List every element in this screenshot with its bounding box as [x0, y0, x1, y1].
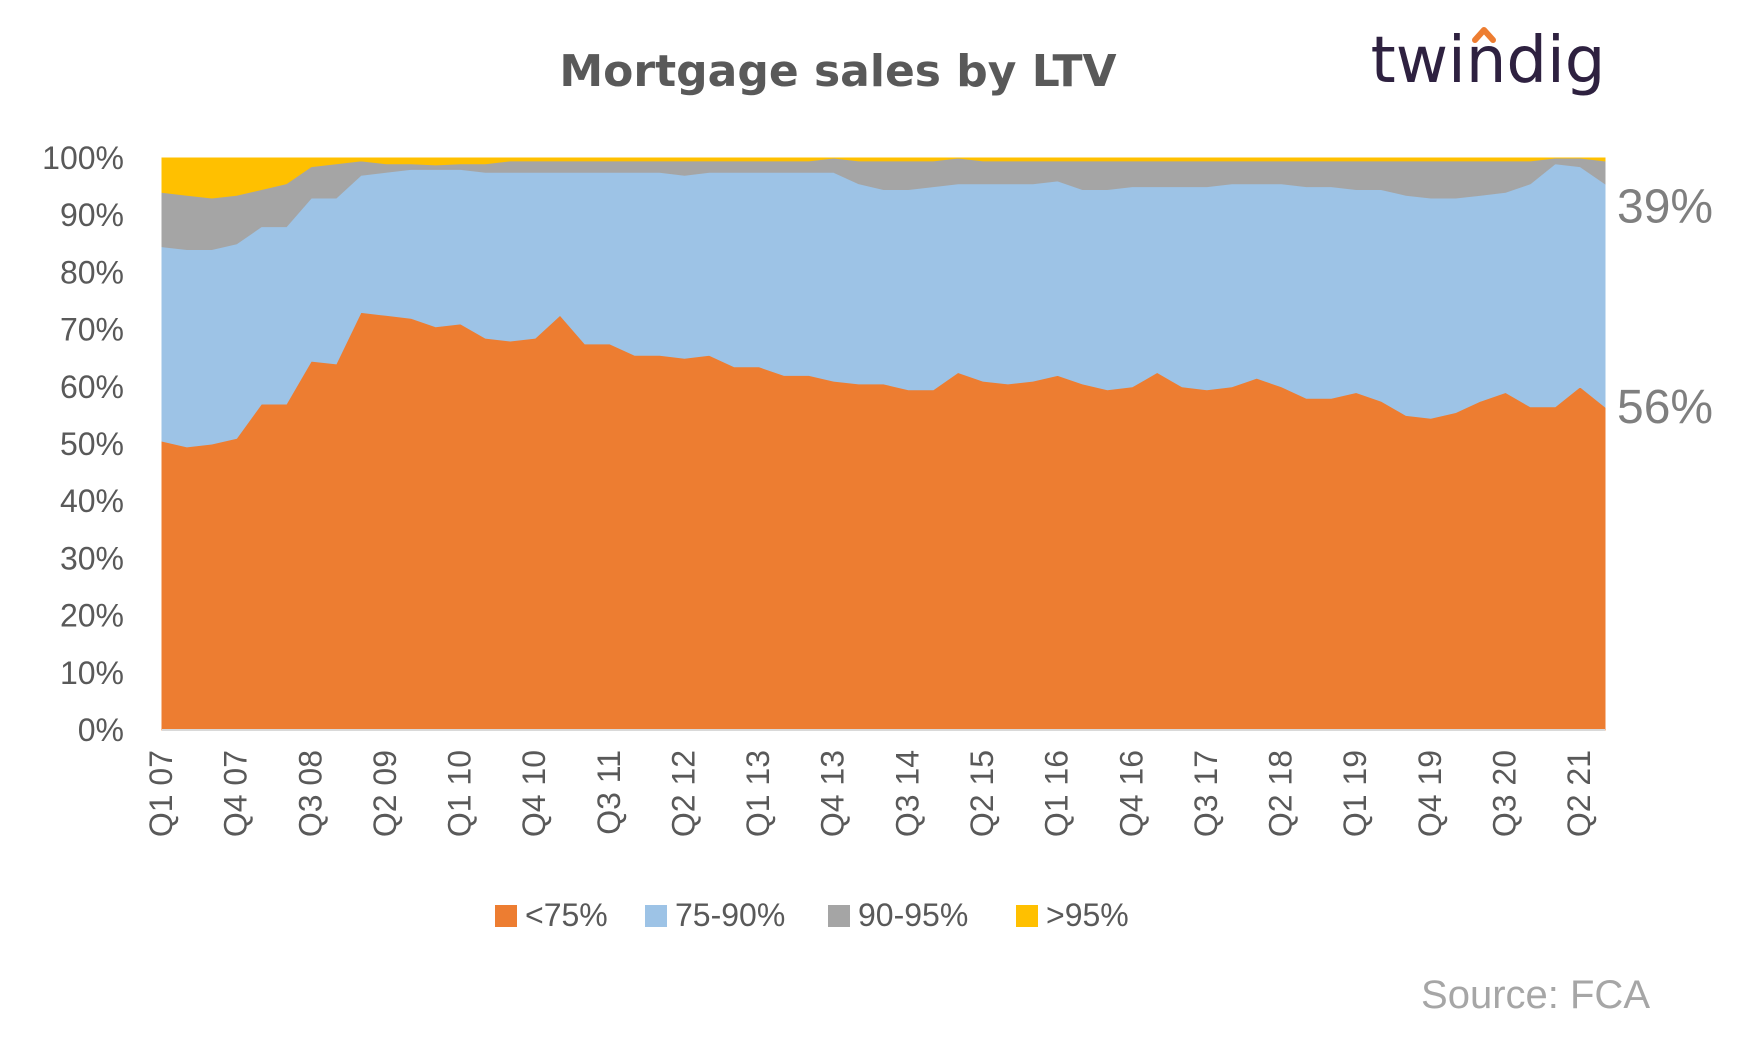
y-tick-label: 90% [60, 197, 124, 233]
y-tick-label: 30% [60, 540, 124, 576]
chart-title: Mortgage sales by LTV [559, 46, 1116, 97]
y-tick-label: 0% [78, 712, 124, 748]
legend-swatch [645, 905, 667, 927]
x-tick-label: Q1 07 [143, 750, 179, 837]
legend-swatch [495, 905, 517, 927]
y-tick-label: 80% [60, 254, 124, 290]
x-tick-label: Q3 14 [889, 750, 925, 837]
y-tick-label: 100% [42, 140, 124, 176]
x-tick-label: Q4 07 [218, 750, 254, 837]
x-tick-label: Q4 19 [1412, 750, 1448, 837]
x-tick-label: Q4 16 [1113, 750, 1149, 837]
y-axis-ticks: 0% 10% 20% 30% 40% 50% 60% 70% 80% 90% 100% [42, 140, 124, 748]
x-tick-label: Q4 13 [815, 750, 851, 837]
legend-label: 90-95% [858, 897, 968, 933]
x-tick-label: Q3 08 [292, 750, 328, 837]
y-tick-label: 10% [60, 655, 124, 691]
legend-label: >95% [1046, 897, 1129, 933]
x-axis-ticks: Q1 07 Q4 07 Q3 08 Q2 09 Q1 10 Q4 10 Q3 11 Q2 12… [143, 750, 1597, 837]
y-tick-label: 50% [60, 426, 124, 462]
x-tick-label: Q2 09 [367, 750, 403, 837]
y-tick-label: 40% [60, 483, 124, 519]
x-tick-label: Q3 11 [591, 750, 627, 835]
x-tick-label: Q1 13 [740, 750, 776, 837]
x-tick-label: Q2 18 [1263, 750, 1299, 837]
x-tick-label: Q2 12 [665, 750, 701, 837]
source-note: Source: FCA [1421, 973, 1650, 1017]
x-tick-label: Q2 21 [1561, 750, 1597, 837]
x-tick-label: Q3 17 [1188, 750, 1224, 837]
y-tick-label: 60% [60, 369, 124, 405]
end-annotation-label: 39% [1617, 181, 1713, 234]
legend: <75% 75-90% 90-95% >95% [495, 897, 1129, 933]
x-tick-label: Q4 10 [516, 750, 552, 837]
x-tick-label: Q3 20 [1486, 750, 1522, 837]
y-tick-label: 70% [60, 312, 124, 348]
area-series-4 [161, 157, 1606, 199]
end-annotation-label: 56% [1617, 381, 1713, 434]
legend-label: <75% [525, 897, 608, 933]
twindig-logo: twindig [1371, 24, 1606, 98]
x-tick-label: Q2 15 [964, 750, 1000, 837]
legend-swatch [1016, 905, 1038, 927]
y-tick-label: 20% [60, 598, 124, 634]
x-tick-label: Q1 19 [1337, 750, 1373, 837]
x-tick-label: Q1 16 [1039, 750, 1075, 837]
x-tick-label: Q1 10 [442, 750, 478, 837]
logo-chevron-icon [1472, 27, 1496, 43]
end-annotations: 39% 56% [1617, 181, 1713, 434]
legend-swatch [828, 905, 850, 927]
legend-label: 75-90% [675, 897, 785, 933]
plot-areas [161, 157, 1606, 731]
